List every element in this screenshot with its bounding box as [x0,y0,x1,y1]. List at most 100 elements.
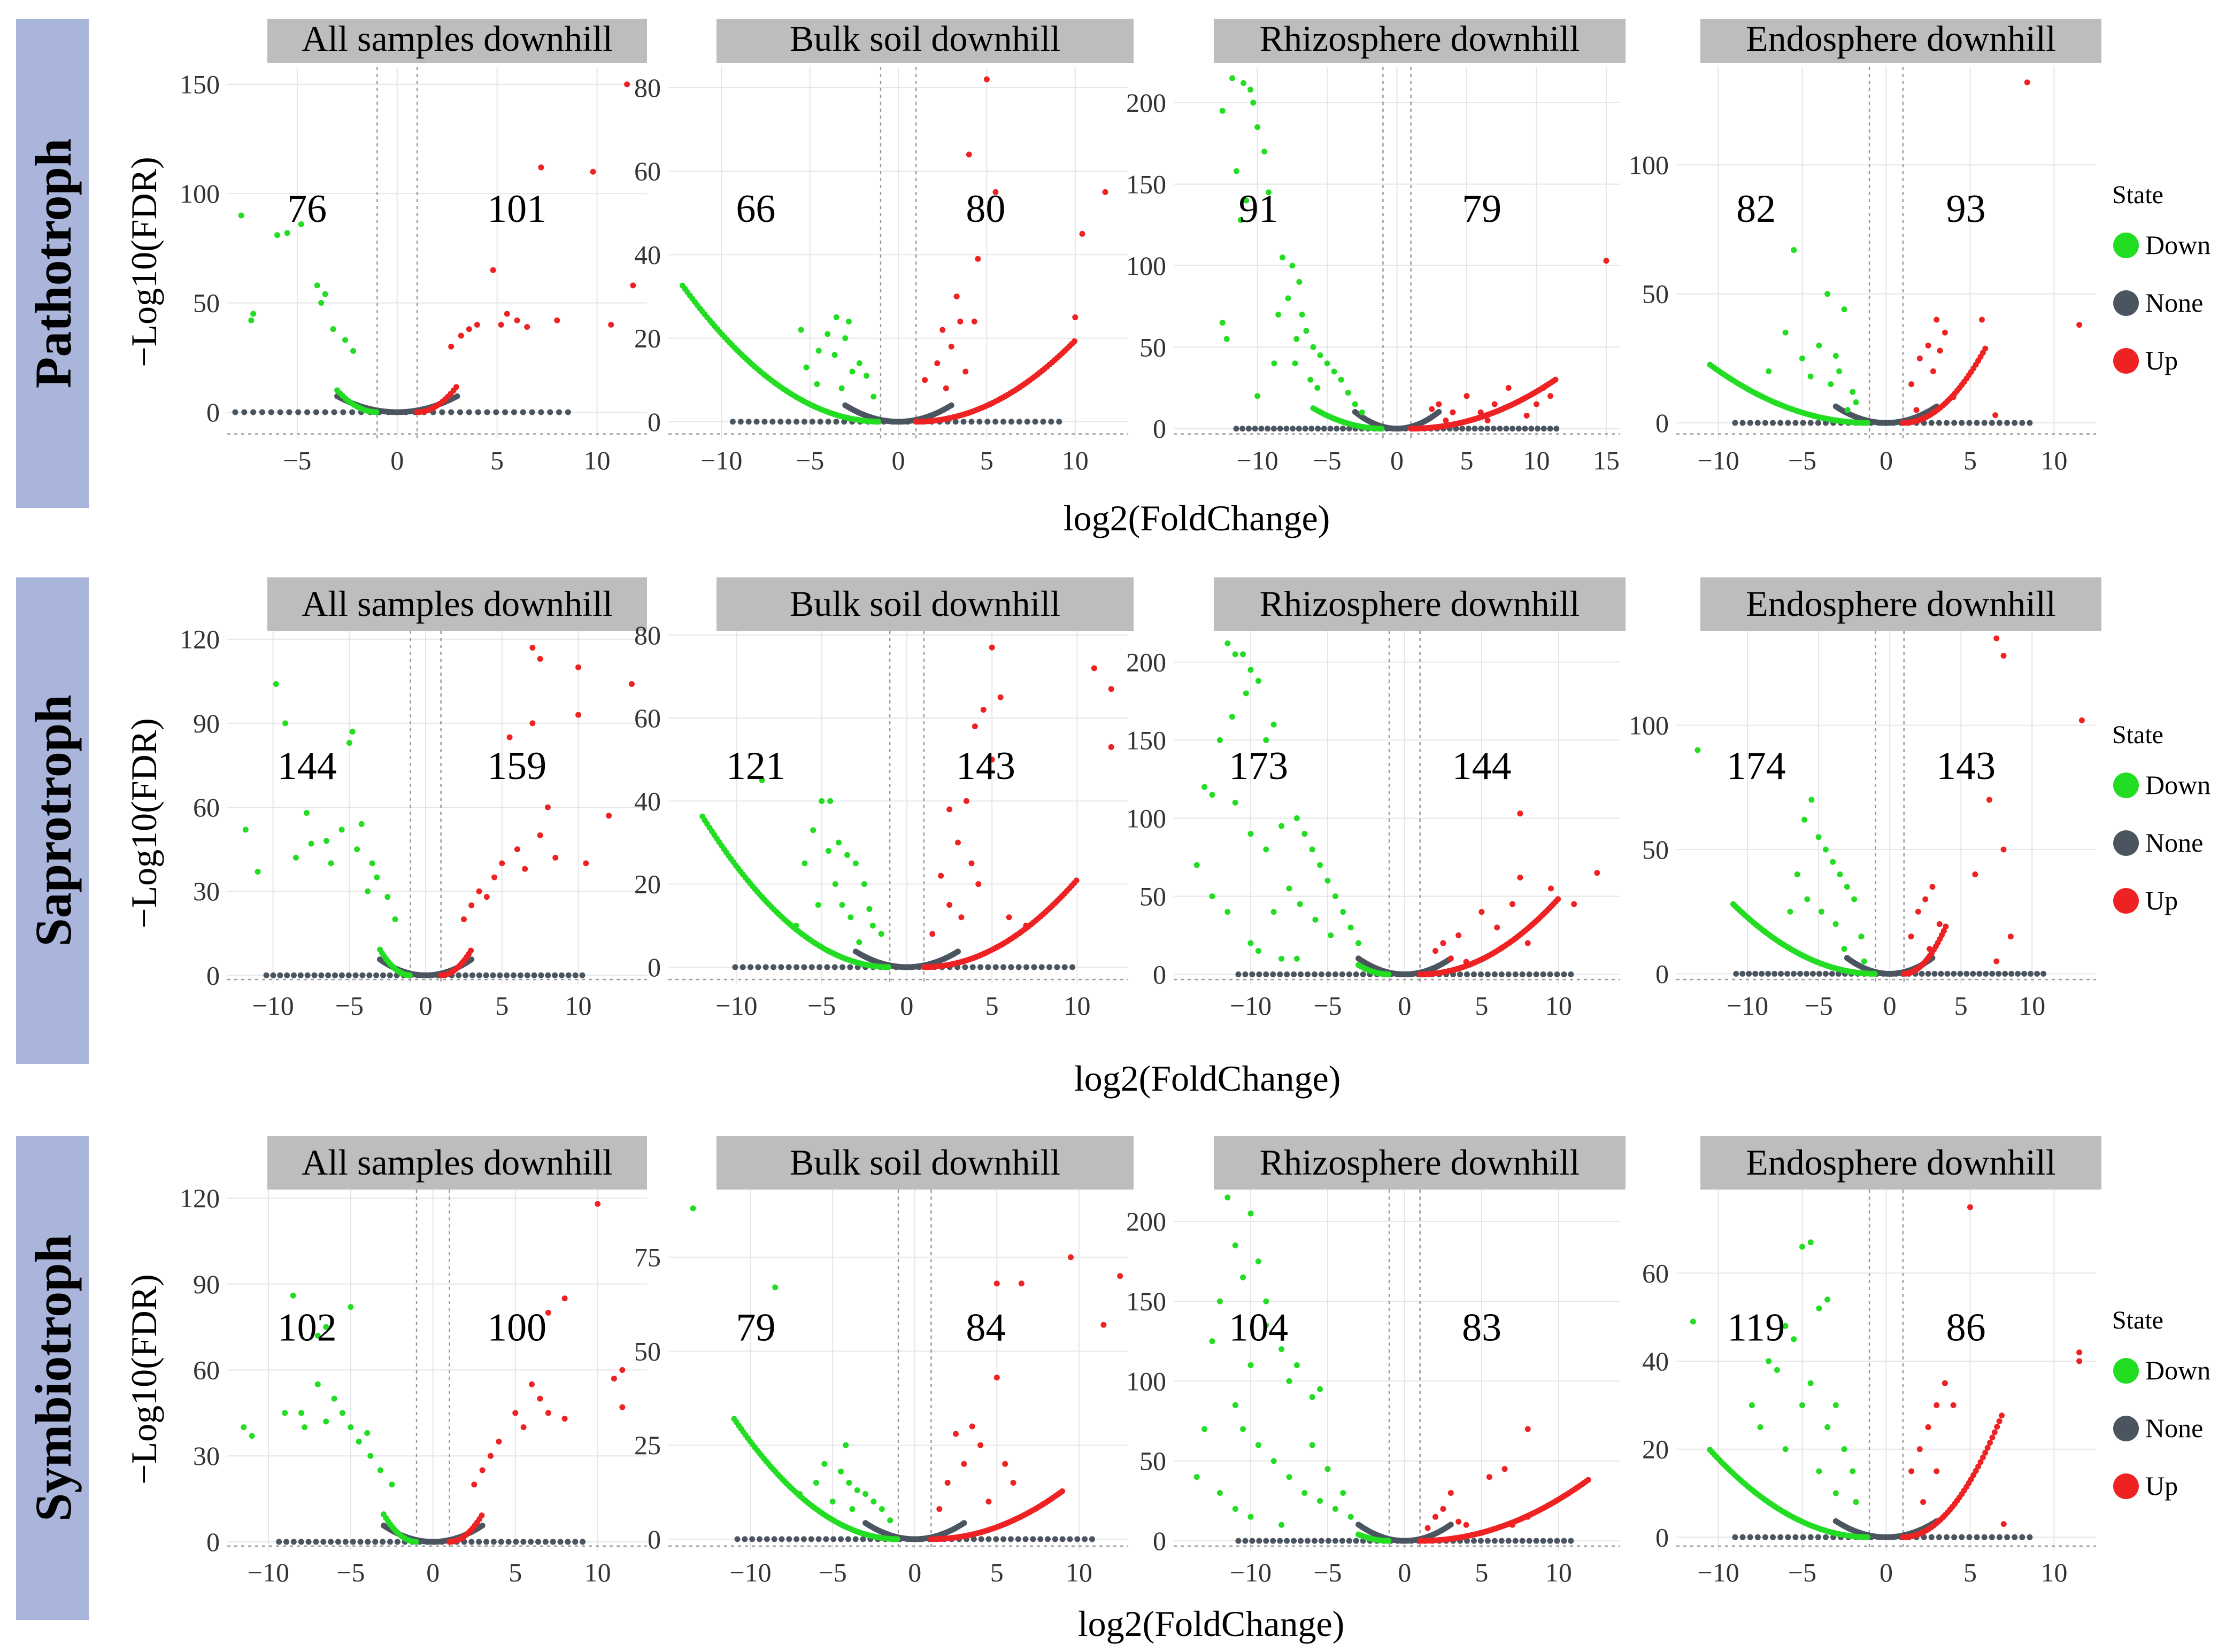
x-axis-title-row-1: log2(FoldChange) [1064,498,1330,538]
point-none [1875,420,1882,426]
point-up [1455,932,1462,938]
point-down [1332,1506,1338,1512]
up-count-label: 86 [1946,1306,1986,1350]
point-down [406,972,413,978]
point-up [1547,885,1554,892]
panel-title: Bulk soil downhill [790,583,1060,624]
point-none [1540,1538,1546,1544]
point-none [1315,426,1321,432]
point-none [984,419,991,425]
x-tick-label: −10 [1727,991,1768,1021]
x-tick-label: 5 [509,1557,522,1587]
point-none [954,948,961,955]
y-tick-label: 150 [1126,169,1166,199]
point-none [270,972,276,978]
point-down [797,1491,803,1497]
point-up [575,664,582,670]
point-down [829,1499,836,1505]
point-none [1265,426,1271,432]
legend-swatch-down [2113,1358,2139,1384]
point-none [1759,970,1765,977]
point-up [628,681,635,688]
point-up [520,1424,527,1431]
down-count-label: 119 [1727,1306,1785,1350]
y-tick-label: 60 [634,156,661,186]
point-down [377,1467,383,1473]
point-down [1303,328,1310,334]
x-tick-label: −10 [1697,1557,1739,1587]
point-up [1455,1518,1462,1525]
point-up [1993,958,2000,964]
point-down [1808,797,1815,803]
point-down [1853,1499,1859,1505]
point-none [1332,971,1338,977]
point-down [845,318,852,325]
y-tick-label: 100 [180,179,220,209]
point-none [1298,1538,1304,1544]
up-count-label: 83 [1462,1306,1501,1350]
point-down [1799,1244,1805,1250]
point-up [1463,1522,1469,1528]
point-none [1733,970,1739,977]
point-none [1403,426,1409,432]
up-count-label: 101 [487,187,546,231]
point-none [1797,970,1804,977]
point-up [1908,933,1914,940]
panel-1-3: Rhizosphere downhill−10 −5 0 5 10 15050100150… [1126,18,1626,475]
point-up [1491,401,1498,407]
point-up [498,321,504,328]
point-up [1547,393,1554,399]
point-up [1987,1440,1993,1446]
legend-title: State [2112,1306,2163,1334]
point-up [1920,1499,1927,1505]
point-none [2002,970,2008,977]
point-none [756,1536,762,1542]
point-none [1754,1534,1761,1540]
point-none [1408,1538,1415,1544]
y-tick-label: 25 [634,1430,661,1460]
point-none [1395,1538,1401,1544]
point-none [295,409,302,415]
x-tick-label: −5 [819,1557,847,1587]
point-up [544,804,551,810]
point-none [1568,971,1574,977]
point-down [1255,1442,1261,1448]
point-none [847,964,853,970]
point-down [241,1424,247,1431]
point-none [860,1536,866,1542]
point-none [1792,1534,1799,1540]
point-down [1804,896,1811,902]
points [1694,635,2085,977]
point-up [1943,923,1949,930]
down-count-label: 121 [726,744,785,788]
point-none [1800,420,1806,426]
point-none [1056,419,1062,425]
x-tick-label: 10 [1545,991,1572,1021]
point-up [453,384,459,390]
point-none [1470,1538,1477,1544]
point-none [2040,970,2047,977]
point-none [476,972,482,978]
point-none [468,1539,475,1545]
point-none [342,1539,349,1545]
point-up [1982,1449,1989,1456]
point-none [345,972,352,978]
point-up [1925,1424,1931,1431]
point-none [1807,420,1814,426]
point-down [772,1284,779,1291]
point-none [1000,1536,1007,1542]
point-none [801,964,807,970]
point-down [389,1481,395,1488]
point-none [1037,1536,1044,1542]
legend-swatch-none [2113,830,2139,856]
point-up [488,1453,494,1459]
x-tick-label: 5 [1475,1557,1488,1587]
point-none [1277,426,1283,432]
point-up [514,317,520,323]
panel-title: Endosphere downhill [1746,18,2056,59]
point-down [250,311,257,317]
x-tick-label: 5 [1963,445,1977,475]
y-tick-label: 20 [634,869,661,899]
point-none [1752,970,1759,977]
point-up [934,360,941,366]
